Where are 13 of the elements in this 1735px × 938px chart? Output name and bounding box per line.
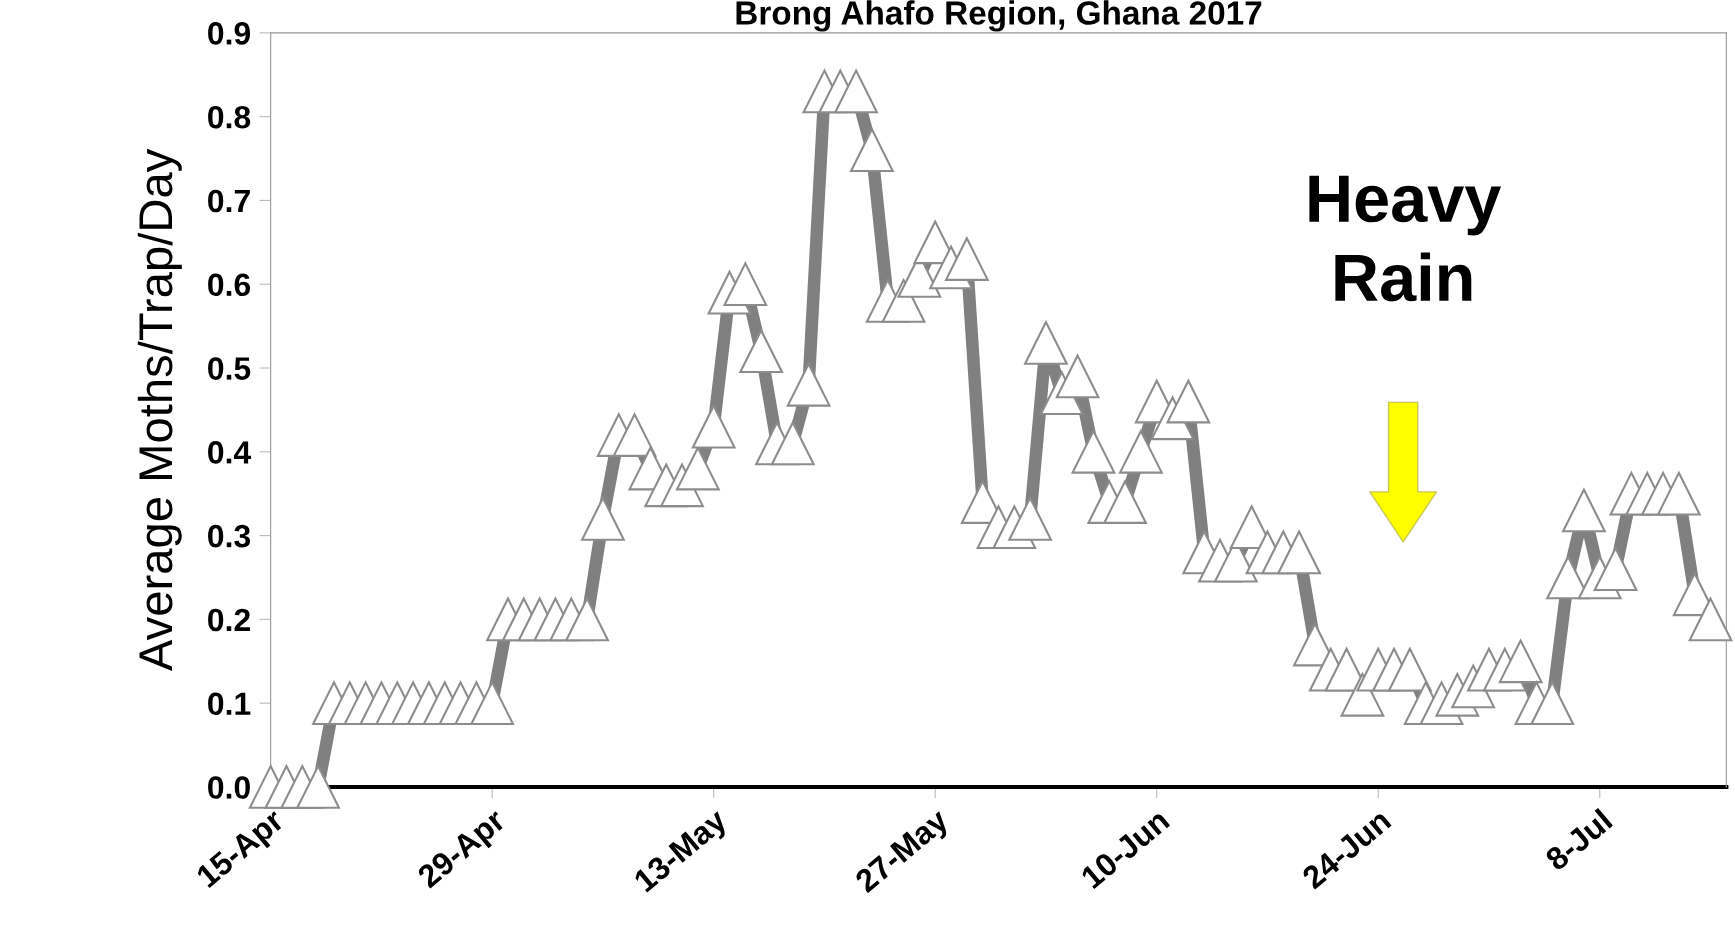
y-tick-label: 0.1	[208, 692, 251, 716]
y-tick-label: 0.5	[208, 357, 251, 380]
y-tick-label: 0.2	[208, 608, 250, 632]
annotation: Heavy Rain	[1309, 175, 1502, 302]
y-tick-label: 0.0	[208, 776, 250, 799]
y-tick-label: 0.9	[208, 22, 251, 45]
y-tick-label: 0.3	[208, 524, 251, 548]
y-tick-label: 0.6	[208, 273, 251, 297]
y-axis-title: Average Moths/Trap/Day	[137, 148, 182, 671]
y-tick-label: 0.7	[208, 189, 250, 213]
chart-title: Brong Ahafo Region, Ghana 2017	[736, 0, 1262, 32]
y-tick-label: 0.8	[208, 105, 251, 129]
y-tick-label: 0.4	[208, 441, 252, 464]
